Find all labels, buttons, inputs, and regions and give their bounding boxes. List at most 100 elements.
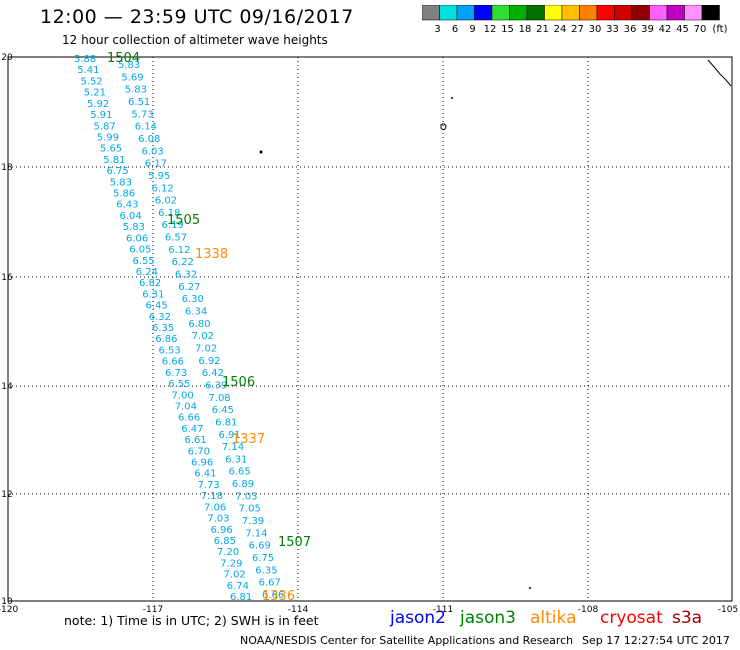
wave-height-value: 6.05 <box>129 245 151 256</box>
pass-number-label: 1337 <box>232 432 265 447</box>
wave-height-color-scale: 3 6 9 12 15 18 21 24 27 30 33 36 39 42 45 70 (ft) <box>422 5 728 35</box>
scale-label: 27 <box>571 24 584 35</box>
scale-swatch <box>701 5 720 21</box>
wave-height-value: 7.14 <box>222 442 244 453</box>
island <box>451 97 453 99</box>
wave-height-value: 6.14 <box>135 122 157 133</box>
scale-label: 24 <box>554 24 567 35</box>
island <box>529 587 531 589</box>
legend-s3a: s3a <box>672 608 703 628</box>
wave-height-value: 6.45 <box>212 405 234 416</box>
wave-height-value: 7.03 <box>207 514 229 525</box>
island <box>440 123 447 131</box>
wave-height-value: 6.66 <box>162 357 184 368</box>
wave-height-value: 6.32 <box>175 270 197 281</box>
wave-height-value: 6.41 <box>194 469 216 480</box>
wave-height-value: 7.14 <box>245 528 267 539</box>
wave-height-value: 6.18 <box>158 208 180 219</box>
wave-height-value: 6.92 <box>198 356 220 367</box>
wave-height-value: 6.27 <box>178 282 200 293</box>
map-frame <box>7 56 733 602</box>
wave-height-value: 6.34 <box>185 307 207 318</box>
scale-label: 33 <box>606 24 619 35</box>
wave-height-value: 6.66 <box>262 590 284 601</box>
wave-height-value: 6.24 <box>136 267 158 278</box>
longitude-tick-label: -105 <box>718 605 738 615</box>
latitude-tick-label: 20 <box>1 53 13 63</box>
wave-height-value: 5.92 <box>87 99 109 110</box>
longitude-tick-label: -114 <box>288 605 309 615</box>
footnote: note: 1) Time is in UTC; 2) SWH is in fe… <box>64 613 319 628</box>
wave-height-value: 7.39 <box>242 516 264 527</box>
wave-height-value: 6.51 <box>128 97 150 108</box>
wave-height-value: 5.69 <box>121 72 143 83</box>
wave-height-value: 6.12 <box>168 245 190 256</box>
wave-height-value: 6.30 <box>182 294 204 305</box>
wave-height-value: 6.22 <box>172 257 194 268</box>
wave-height-value: 6.03 <box>141 146 163 157</box>
wave-height-value: 6.35 <box>255 565 277 576</box>
scale-label: 9 <box>469 24 475 35</box>
wave-height-value: 6.75 <box>107 166 129 177</box>
wave-height-value: 5.88 <box>74 54 96 65</box>
wave-height-value: 5.65 <box>100 144 122 155</box>
wave-height-value: 5.83 <box>123 222 145 233</box>
wave-height-value: 6.61 <box>185 435 207 446</box>
wave-height-value: 5.87 <box>94 121 116 132</box>
latitude-tick-label: 18 <box>1 163 13 173</box>
wave-height-value: 7.00 <box>172 390 194 401</box>
island <box>259 150 263 154</box>
wave-height-value: 5.52 <box>81 76 103 87</box>
wave-height-value: 5.83 <box>118 60 140 71</box>
wave-height-value: 7.29 <box>220 558 242 569</box>
legend-jason3: jason3 <box>460 608 516 628</box>
wave-height-value: 6.81 <box>215 417 237 428</box>
wave-height-value: 6.89 <box>232 479 254 490</box>
longitude-tick-label: -111 <box>433 605 453 615</box>
wave-height-value: 5.91 <box>90 110 112 121</box>
wave-height-value: 6.91 <box>218 430 240 441</box>
wave-height-value: 6.06 <box>126 233 148 244</box>
pass-number-label: 1338 <box>195 247 228 262</box>
latitude-tick-label: 14 <box>1 382 13 392</box>
wave-height-value: 7.06 <box>204 502 226 513</box>
legend-altika: altika <box>530 608 577 628</box>
scale-label: 36 <box>624 24 637 35</box>
wave-height-value: 5.81 <box>103 155 125 166</box>
wave-height-value: 6.02 <box>155 196 177 207</box>
wave-height-value: 6.96 <box>191 458 213 469</box>
wave-height-value: 7.73 <box>198 480 220 491</box>
wave-height-value: 6.42 <box>202 368 224 379</box>
wave-height-value: 6.82 <box>139 278 161 289</box>
pass-number-label: 1505 <box>167 213 200 228</box>
wave-height-value: 5.83 <box>110 177 132 188</box>
wave-height-value: 5.99 <box>97 132 119 143</box>
wave-height-value: 6.65 <box>229 467 251 478</box>
scale-label: 15 <box>501 24 514 35</box>
wave-height-value: 7.03 <box>235 491 257 502</box>
credit-line: NOAA/NESDIS Center for Satellite Applica… <box>240 634 574 647</box>
pass-number-label: 1504 <box>107 51 140 66</box>
wave-height-value: 5.41 <box>77 65 99 76</box>
latitude-tick-label: 16 <box>1 273 13 283</box>
scale-label: 3 <box>434 24 440 35</box>
wave-height-value: 6.04 <box>120 211 142 222</box>
wave-height-value: 6.43 <box>116 200 138 211</box>
wave-height-value: 6.75 <box>252 553 274 564</box>
wave-height-value: 6.32 <box>149 312 171 323</box>
scale-unit: (ft) <box>712 24 727 35</box>
scale-label: 21 <box>536 24 549 35</box>
pass-number-label: 1506 <box>222 375 255 390</box>
wave-height-value: 6.66 <box>178 413 200 424</box>
longitude-tick-label: -120 <box>0 605 18 615</box>
legend-jason2: jason2 <box>390 608 446 628</box>
wave-height-value: 7.08 <box>208 393 230 404</box>
scale-label: 45 <box>676 24 689 35</box>
wave-height-value: 6.69 <box>249 541 271 552</box>
wave-height-value: 5.83 <box>125 85 147 96</box>
wave-height-value: 6.31 <box>225 454 247 465</box>
wave-height-value: 7.05 <box>239 504 261 515</box>
wave-height-value: 7.04 <box>175 401 197 412</box>
wave-height-value: 7.18 <box>201 491 223 502</box>
